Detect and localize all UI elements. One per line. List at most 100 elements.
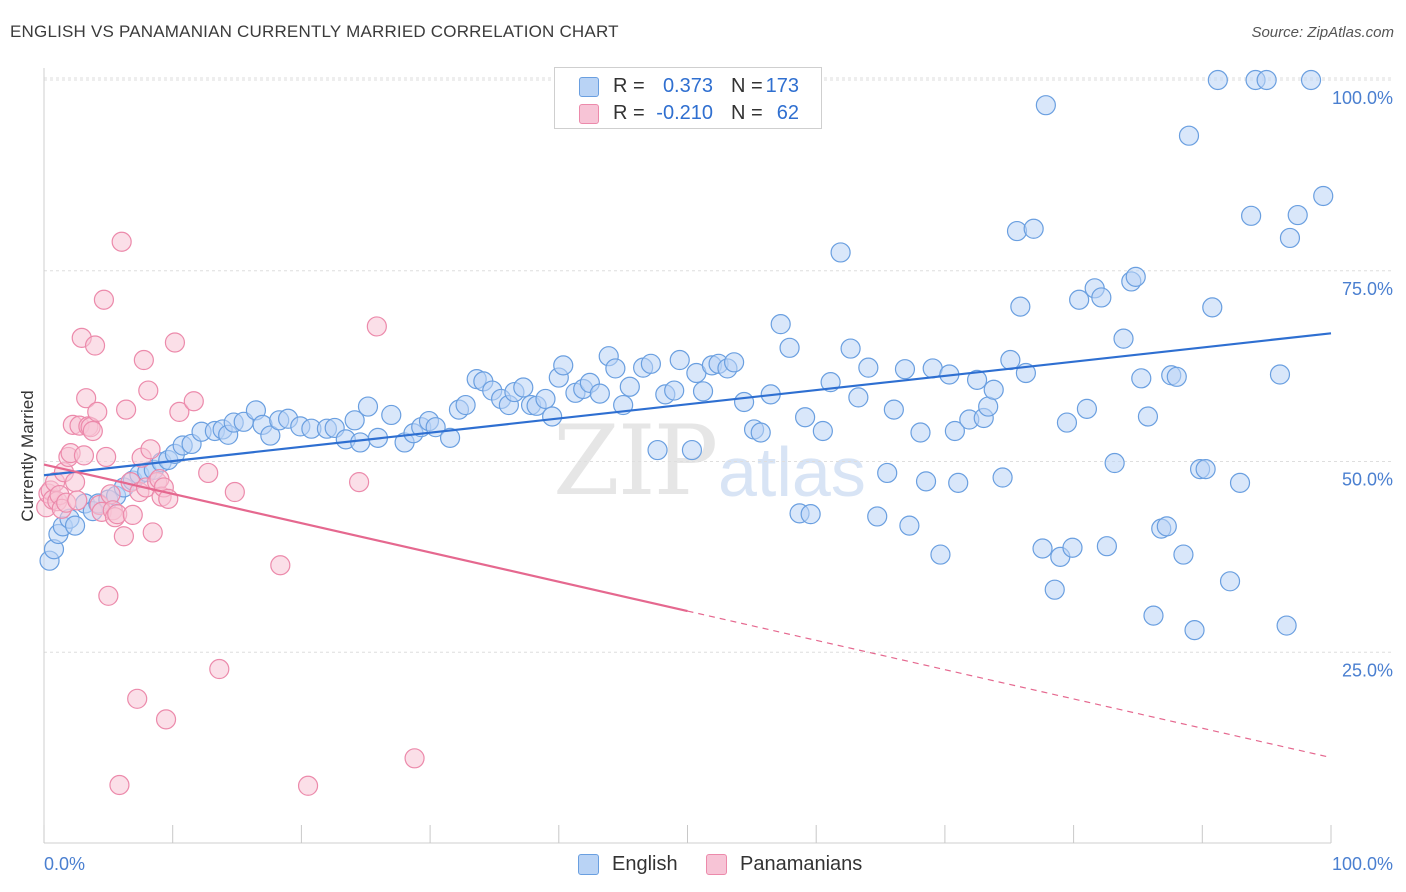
english-point [1137,406,1159,427]
legend-r-label: R = [613,75,645,97]
english-point [1010,296,1031,317]
panamanian-point [366,316,387,337]
english-point [1269,364,1291,385]
english-point [513,377,534,398]
panamanian-point [155,709,177,730]
panamanian-point [82,420,103,442]
watermark-atlas: atlas [718,433,866,511]
panamanian-point [404,748,425,769]
panamanian-point [198,462,219,484]
y-axis-tick-labels: 25.0% 50.0% 75.0% 100.0% [1332,88,1393,680]
english-point [455,394,476,416]
english-point [867,506,888,527]
correlation-legend: R = 0.373 N = 173 R = -0.210 N = 62 [554,67,822,129]
panamanian-point [209,658,230,680]
english-point [877,462,898,484]
english-point [1219,571,1241,592]
bottom-legend-english-label: English [612,853,678,875]
legend-n-label: N = [731,75,763,97]
panamanian-swatch [706,854,727,875]
legend-n-value-english: 173 [765,75,799,97]
panamanian-point [64,472,86,493]
english-point [723,352,745,373]
english-point [344,410,365,431]
english-point [535,388,556,410]
english-point [1184,620,1205,641]
english-point [1104,452,1125,474]
english-point [553,355,574,376]
english-point [858,357,879,378]
english-point [800,504,821,525]
english-point [899,515,920,536]
x-axis-ticks [43,825,1332,843]
english-point [894,359,916,380]
english-point [1195,459,1216,480]
panamanian-point [113,526,134,547]
english-point [692,381,714,402]
english-point [1313,185,1334,207]
english-point [812,420,833,442]
panamanian-trend-extension [687,610,1332,759]
english-point [1202,297,1223,318]
english-point [883,399,904,420]
english-point [1076,398,1098,419]
english-point [1032,538,1053,559]
panamanian-point [127,688,148,709]
english-point [605,358,626,379]
english-point [1023,218,1044,239]
english-point [1178,125,1200,146]
english-point [439,427,461,448]
english-point [1000,349,1021,371]
english-point [978,396,999,417]
english-point [915,471,937,492]
panamanian-swatch [579,104,599,124]
english-point [1229,472,1251,493]
panamanian-point [67,490,88,511]
english-point [910,422,931,443]
english-point [1125,266,1146,287]
english-point [1276,615,1297,636]
english-point [664,380,685,401]
english-point [840,338,861,359]
english-point [1091,287,1112,308]
english-point [795,407,816,428]
english-point [1035,95,1056,116]
english-point [770,314,791,335]
english-point [260,425,281,446]
english-point [944,420,965,442]
english-point [1207,69,1228,91]
y-tick-label-75: 75.0% [1342,279,1393,299]
panamanian-point [164,332,186,353]
english-point [983,379,1004,400]
english-point [619,376,640,397]
english-point [669,349,690,371]
legend-r-value-english: 0.373 [662,75,713,97]
english-point [779,337,800,358]
english-point [589,383,610,404]
english-point [542,406,563,427]
legend-n-label: N = [731,102,763,124]
panamanian-point [270,555,291,576]
x-tick-label-min: 0.0% [44,854,85,874]
english-point [830,242,851,263]
english-point [381,404,402,426]
panamanian-points [36,231,425,796]
trend-lines [43,332,1332,759]
legend-n-value-panamanian: 62 [776,102,799,124]
english-point [1279,227,1301,249]
legend-r-label: R = [613,102,645,124]
legend-r-value-panamanian: -0.210 [656,102,713,124]
panamanian-point [140,439,161,460]
panamanian-point [297,775,319,796]
english-swatch [579,77,599,97]
legend-row-panamanian: R = -0.210 N = 62 [555,100,821,128]
english-point [1300,69,1322,91]
english-point [640,353,661,374]
bottom-legend-panamanians-label: Panamanians [740,853,863,875]
panamanian-point [348,472,370,493]
panamanian-trend-line [43,463,688,613]
panamanian-point [224,481,245,503]
english-point [992,467,1013,488]
english-swatch [578,854,599,875]
